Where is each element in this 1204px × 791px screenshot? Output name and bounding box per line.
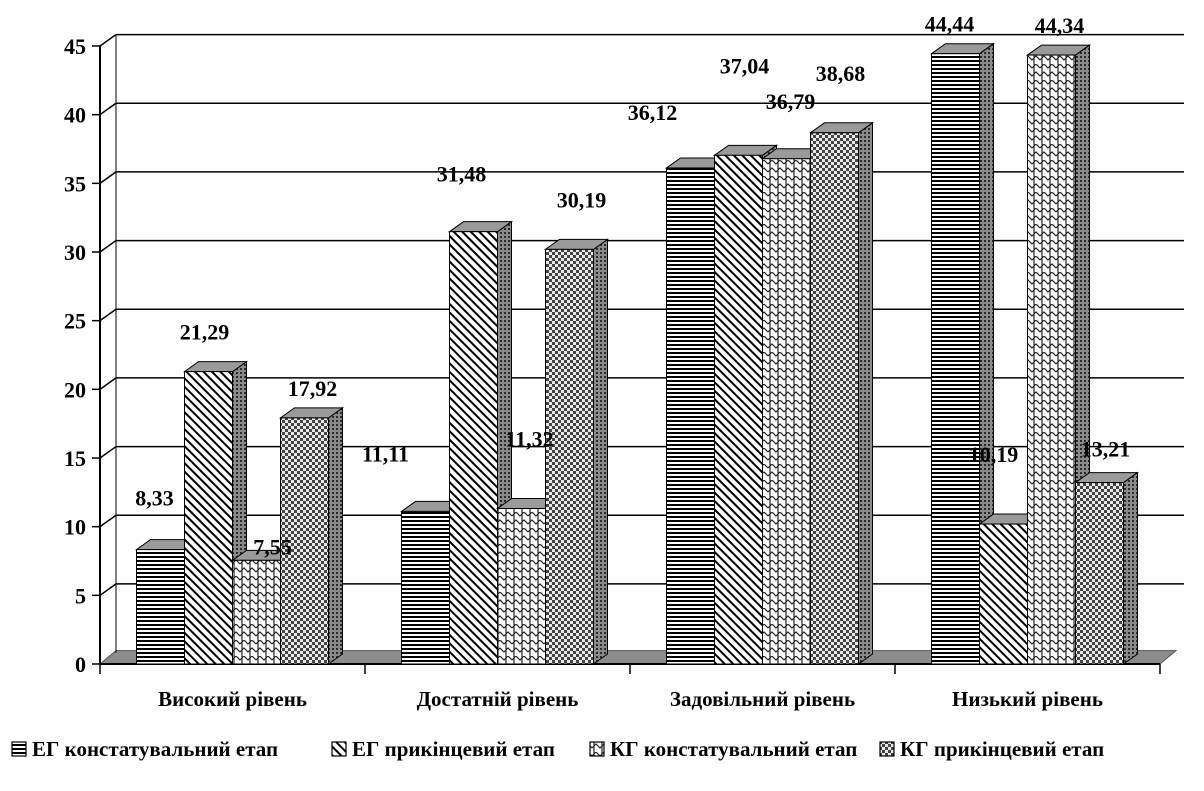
bar (810, 132, 859, 665)
legend-label: КГ констатувальний етап (610, 737, 857, 761)
data-label: 7,55 (253, 534, 292, 559)
legend-swatch (589, 741, 605, 757)
bar (136, 549, 185, 665)
legend-swatch (11, 741, 27, 757)
gridline-depth (99, 33, 117, 47)
y-tick-label: 0 (75, 652, 86, 677)
data-label: 13,21 (1081, 437, 1131, 462)
bar (1027, 54, 1076, 665)
data-labels: 8,33 21,29 7,55 17,92 11,11 31,48 11,32 30,19 36… (135, 12, 1130, 560)
bar (762, 158, 811, 665)
bar (497, 508, 546, 665)
category-label: Достатній рівень (417, 687, 579, 711)
gridline-depth (99, 171, 117, 184)
data-label: 8,33 (135, 486, 174, 511)
bar-side (593, 238, 608, 665)
category-label: Низький рівень (952, 687, 1103, 711)
y-tick-label: 45 (64, 34, 86, 59)
y-tick-label: 15 (64, 446, 86, 471)
bar (401, 510, 450, 665)
data-label: 44,44 (925, 12, 975, 37)
gridline-depth (99, 308, 117, 322)
data-label: 11,11 (362, 441, 409, 466)
bar (1075, 482, 1124, 665)
y-tick-label: 25 (64, 309, 86, 334)
y-tick-label: 30 (64, 240, 86, 265)
data-label: 30,19 (557, 187, 607, 212)
legend-label: ЕГ констатувальний етап (32, 737, 278, 761)
gridline-depth (99, 583, 117, 596)
gridline-depth (99, 377, 117, 390)
y-tick-label: 35 (64, 171, 86, 196)
data-label: 44,34 (1035, 13, 1085, 38)
bar (280, 417, 329, 665)
bars (134, 42, 1140, 665)
legend-swatch (331, 741, 347, 757)
gridline-depth (99, 239, 117, 253)
legend-label: ЕГ прикінцевий етап (352, 737, 555, 761)
category-label: Високий рівень (158, 687, 307, 711)
bar (979, 523, 1028, 665)
bar (449, 231, 498, 665)
bar-side (1123, 471, 1138, 665)
gridline-depth (99, 445, 117, 459)
bar-side (858, 121, 873, 665)
data-label: 36,12 (628, 100, 678, 125)
legend-swatch (879, 741, 895, 757)
category-label: Задовільний рівень (670, 687, 855, 711)
data-label: 10,19 (969, 442, 1019, 467)
y-tick-label: 20 (64, 377, 86, 402)
gridline-depth (99, 102, 117, 116)
data-label: 37,04 (720, 53, 770, 78)
gridline-depth (99, 514, 117, 528)
bar (232, 559, 281, 665)
data-label: 17,92 (288, 376, 338, 401)
data-label: 31,48 (437, 162, 487, 187)
bar (931, 53, 980, 665)
bar-side (328, 406, 343, 665)
y-tick-label: 5 (75, 583, 86, 608)
y-tick-label: 10 (64, 515, 86, 540)
legend-label: КГ прикінцевий етап (900, 737, 1104, 761)
data-label: 11,32 (505, 427, 553, 452)
data-label: 36,79 (766, 89, 816, 114)
bar (545, 248, 594, 665)
bar (714, 154, 763, 665)
legend: ЕГ констатувальний етап ЕГ прикінцевий ет… (11, 737, 1104, 761)
bar (666, 167, 715, 665)
data-label: 21,29 (180, 320, 230, 345)
data-label: 38,68 (816, 61, 866, 86)
bar (184, 371, 233, 665)
y-tick-label: 40 (64, 103, 86, 128)
